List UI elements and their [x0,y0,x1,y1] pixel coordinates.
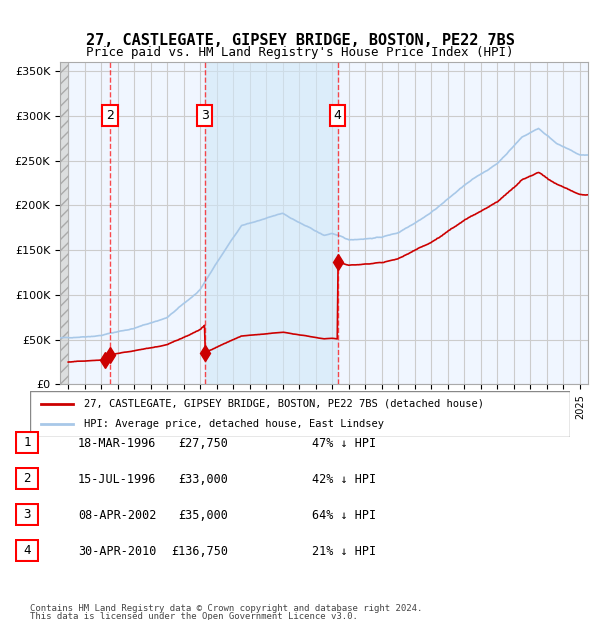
FancyBboxPatch shape [30,391,570,437]
Text: 4: 4 [23,544,31,557]
Text: 47% ↓ HPI: 47% ↓ HPI [312,437,376,450]
Text: 18-MAR-1996: 18-MAR-1996 [78,437,157,450]
Text: HPI: Average price, detached house, East Lindsey: HPI: Average price, detached house, East… [84,419,384,429]
FancyBboxPatch shape [16,504,38,525]
Bar [60,62,68,384]
Bar [205,62,338,384]
Text: £136,750: £136,750 [171,545,228,557]
Bar [60,62,68,384]
Text: Contains HM Land Registry data © Crown copyright and database right 2024.: Contains HM Land Registry data © Crown c… [30,604,422,613]
Text: 64% ↓ HPI: 64% ↓ HPI [312,509,376,521]
Text: £27,750: £27,750 [178,437,228,450]
Text: 1: 1 [23,436,31,449]
Text: 27, CASTLEGATE, GIPSEY BRIDGE, BOSTON, PE22 7BS (detached house): 27, CASTLEGATE, GIPSEY BRIDGE, BOSTON, P… [84,399,484,409]
Text: 4: 4 [334,109,341,122]
Text: 2: 2 [106,109,114,122]
Text: 27, CASTLEGATE, GIPSEY BRIDGE, BOSTON, PE22 7BS: 27, CASTLEGATE, GIPSEY BRIDGE, BOSTON, P… [86,33,514,48]
Text: 21% ↓ HPI: 21% ↓ HPI [312,545,376,557]
Text: 3: 3 [23,508,31,521]
Text: Price paid vs. HM Land Registry's House Price Index (HPI): Price paid vs. HM Land Registry's House … [86,46,514,59]
Text: 2: 2 [23,472,31,485]
FancyBboxPatch shape [16,432,38,453]
Text: £35,000: £35,000 [178,509,228,521]
FancyBboxPatch shape [16,468,38,489]
Text: 3: 3 [201,109,209,122]
Text: 15-JUL-1996: 15-JUL-1996 [78,473,157,485]
Text: 08-APR-2002: 08-APR-2002 [78,509,157,521]
Text: 30-APR-2010: 30-APR-2010 [78,545,157,557]
FancyBboxPatch shape [16,540,38,561]
Text: £33,000: £33,000 [178,473,228,485]
Text: 42% ↓ HPI: 42% ↓ HPI [312,473,376,485]
Text: This data is licensed under the Open Government Licence v3.0.: This data is licensed under the Open Gov… [30,613,358,620]
